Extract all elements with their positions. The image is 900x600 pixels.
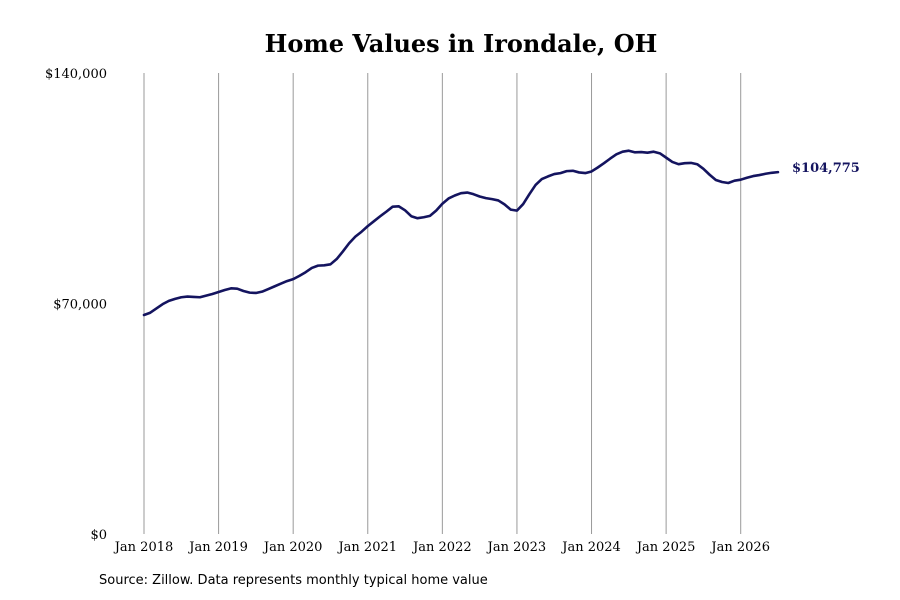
x-tick-label: Jan 2020	[262, 540, 323, 555]
series-line	[142, 149, 780, 317]
y-axis-ticks: $0 $70,000 $140,000	[45, 67, 107, 543]
x-tick-label: Jan 2021	[336, 540, 397, 555]
x-tick-label: Jan 2018	[113, 540, 174, 555]
x-tick-label: Jan 2023	[486, 540, 547, 555]
end-value-label: $104,775	[792, 161, 860, 176]
x-tick-label: Jan 2024	[560, 540, 621, 555]
x-tick-label: Jan 2019	[187, 540, 248, 555]
x-tick-label: Jan 2025	[635, 540, 696, 555]
chart-title: Home Values in Irondale, OH	[265, 29, 658, 58]
y-tick-label: $140,000	[45, 67, 107, 82]
gridlines	[143, 73, 742, 534]
x-tick-label: Jan 2026	[709, 540, 770, 555]
source-note: Source: Zillow. Data represents monthly …	[99, 573, 488, 588]
series-group	[142, 149, 780, 317]
x-axis-ticks: Jan 2018 Jan 2019 Jan 2020 Jan 2021 Jan 2022…	[113, 540, 770, 555]
y-tick-label: $0	[90, 528, 107, 543]
x-tick-label: Jan 2022	[411, 540, 472, 555]
y-tick-label: $70,000	[53, 298, 107, 313]
